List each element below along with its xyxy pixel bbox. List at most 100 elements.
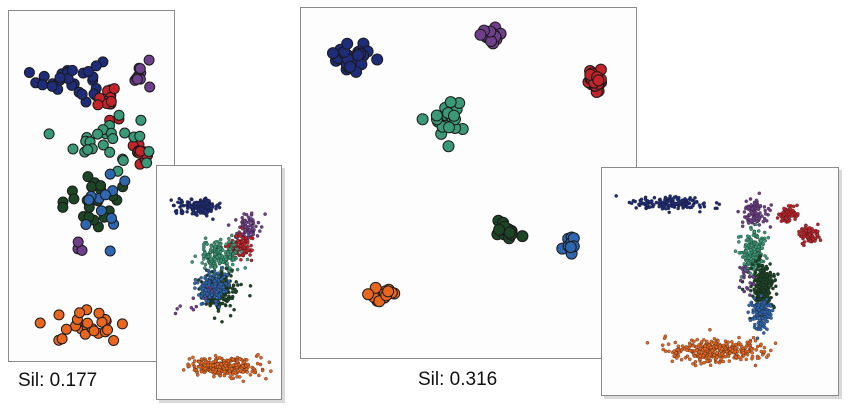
- scatter-point-orange: [720, 352, 724, 356]
- scatter-point-orange: [727, 359, 732, 363]
- scatter-point-navy: [714, 201, 719, 205]
- scatter-point-darkgreen: [772, 305, 776, 310]
- scatter-point-blue: [205, 292, 210, 296]
- scatter-point-orange: [683, 356, 688, 360]
- scatter-point-orange: [705, 359, 709, 364]
- scatter-point-darkgreen: [86, 181, 98, 193]
- scatter-point-teal: [92, 128, 104, 140]
- scatter-point-orange: [195, 373, 200, 377]
- scatter-point-teal: [733, 249, 738, 253]
- scatter-point-purple: [747, 205, 751, 210]
- scatter-point-purple: [226, 223, 231, 227]
- scatter-point-navy: [209, 204, 214, 208]
- scatter-point-orange: [203, 363, 207, 368]
- scatter-point-red: [245, 239, 250, 243]
- scatter-point-navy: [668, 194, 672, 198]
- scatter-point-teal: [755, 234, 760, 239]
- scatter-point-orange: [721, 359, 726, 364]
- scatter-point-navy: [698, 210, 702, 214]
- scatter-point-orange: [741, 354, 746, 358]
- scatter-point-darkgreen: [503, 226, 516, 239]
- scatter-point-teal: [240, 249, 244, 254]
- scatter-point-darkgreen: [766, 288, 770, 293]
- scatter-point-blue: [104, 168, 116, 180]
- scatter-point-teal: [753, 250, 757, 254]
- scatter-point-purple: [745, 285, 749, 290]
- scatter-point-navy: [691, 198, 696, 203]
- scatter-point-orange: [74, 307, 86, 319]
- scatter-point-purple: [762, 205, 767, 209]
- scatter-point-darkgreen: [753, 270, 758, 275]
- scatter-point-red: [816, 222, 820, 227]
- scatter-point-orange: [191, 355, 195, 360]
- scatter-point-red: [787, 212, 792, 217]
- scatter-point-blue: [193, 281, 197, 286]
- scatter-point-purple: [742, 275, 746, 280]
- scatter-point-orange: [267, 360, 272, 364]
- scatter-point-purple: [769, 203, 773, 207]
- scatter-point-teal: [119, 127, 131, 139]
- scatter-point-orange: [708, 363, 713, 367]
- scatter-point-blue: [769, 316, 773, 320]
- scatter-point-purple: [208, 285, 212, 290]
- scatter-point-darkgreen: [753, 259, 758, 264]
- scatter-point-blue: [215, 296, 219, 300]
- scatter-point-orange: [53, 309, 65, 321]
- scatter-point-purple: [743, 265, 748, 269]
- scatter-point-orange: [737, 335, 741, 340]
- scatter-point-orange: [697, 350, 702, 354]
- scatter-point-navy: [713, 206, 718, 211]
- scatter-point-red: [249, 258, 254, 263]
- scatter-point-teal: [117, 155, 129, 166]
- scatter-point-orange: [701, 338, 706, 342]
- scatter-point-navy: [371, 53, 384, 66]
- scatter-point-orange: [702, 360, 706, 365]
- scatter-point-orange: [260, 368, 265, 373]
- scatter-point-blue: [754, 310, 759, 315]
- scatter-point-teal: [208, 247, 213, 252]
- scatter-point-darkgreen: [756, 297, 761, 302]
- scatter-point-navy: [352, 49, 365, 62]
- scatter-point-darkgreen: [233, 287, 237, 292]
- scatter-point-blue: [761, 316, 765, 321]
- scatter-point-red: [237, 240, 241, 245]
- scatter-point-darkgreen: [224, 266, 229, 271]
- scatter-point-purple: [143, 54, 155, 66]
- scatter-point-purple: [740, 224, 745, 228]
- scatter-point-navy: [667, 210, 671, 215]
- scatter-point-darkgreen: [752, 288, 757, 293]
- scatter-point-orange: [213, 353, 218, 358]
- scatter-point-purple: [191, 307, 196, 312]
- scatter-point-orange: [199, 369, 204, 374]
- scatter-point-darkgreen: [68, 193, 80, 205]
- scatter-point-purple: [748, 197, 753, 201]
- scatter-point-darkgreen: [220, 320, 224, 324]
- scatter-point-purple: [175, 307, 179, 311]
- scatter-point-darkgreen: [232, 307, 236, 312]
- scatter-point-darkgreen: [236, 283, 240, 287]
- scatter-point-orange: [187, 364, 192, 368]
- scatter-point-blue: [210, 293, 214, 297]
- scatter-point-blue: [212, 279, 217, 283]
- scatter-point-purple: [194, 304, 199, 309]
- scatter-point-navy: [634, 206, 638, 210]
- scatter-point-teal: [230, 233, 234, 238]
- scatter-point-orange: [258, 362, 263, 367]
- scatter-point-blue: [763, 325, 767, 330]
- scatter-point-teal: [759, 259, 764, 263]
- scatter-point-teal: [218, 242, 223, 247]
- scatter-point-orange: [741, 351, 745, 355]
- scatter-point-blue: [104, 245, 116, 257]
- scatter-point-blue: [225, 272, 230, 277]
- scatter-point-blue: [193, 286, 197, 290]
- scatter-point-red: [92, 99, 104, 111]
- scatter-point-purple: [244, 212, 249, 217]
- scatter-point-darkgreen: [771, 286, 775, 291]
- scatter-point-purple: [757, 223, 762, 227]
- scatter-point-purple: [247, 228, 252, 232]
- scatter-point-teal: [224, 242, 229, 246]
- scatter-point-blue: [217, 305, 221, 309]
- scatter-point-purple: [752, 202, 757, 207]
- scatter-point-red: [818, 238, 823, 242]
- scatter-point-navy: [205, 214, 209, 218]
